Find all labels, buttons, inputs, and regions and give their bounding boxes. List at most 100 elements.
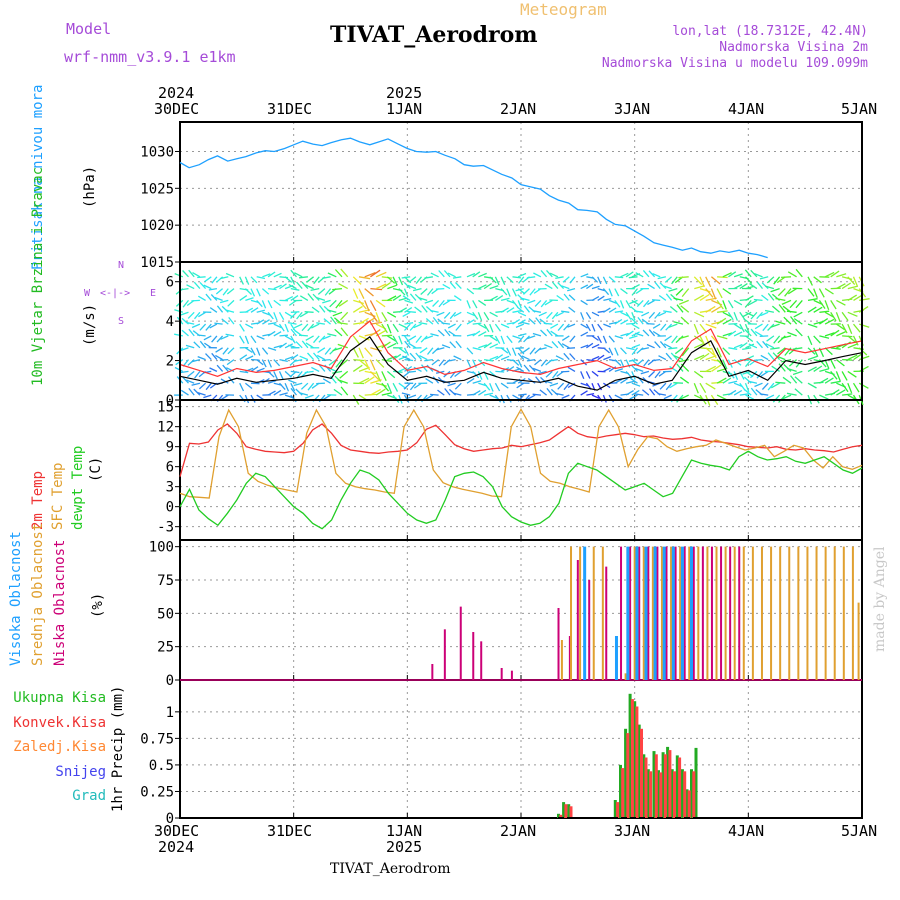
wind-arrow — [819, 377, 829, 384]
wind-arrow — [781, 276, 792, 279]
wind-arrow — [658, 311, 667, 317]
wind-arrow — [311, 323, 320, 329]
wind-arrow — [561, 394, 570, 399]
wind-arrow — [853, 353, 863, 361]
bottom-day-0: 30DEC — [154, 822, 200, 840]
wind-arrow — [174, 272, 184, 278]
wind-arrow — [634, 367, 644, 373]
wind-arrow — [404, 365, 413, 372]
ytick-label: 9 — [166, 440, 174, 456]
wind-arrow — [640, 347, 650, 351]
wind-arrow — [466, 319, 475, 325]
wind-arrow — [403, 288, 409, 297]
wind-arrow — [453, 295, 462, 301]
wind-arrow — [521, 355, 530, 361]
precip-bar — [562, 802, 566, 818]
wind-arrow — [614, 288, 620, 297]
wind-arrow — [478, 323, 487, 329]
wind-arrow — [495, 295, 504, 301]
wind-arrow — [630, 364, 638, 372]
top-year-1: 2025 — [386, 84, 423, 102]
wind-arrow — [563, 352, 570, 361]
wind-arrow — [569, 335, 576, 343]
wind-arrow — [527, 299, 536, 304]
wind-arrow — [358, 347, 364, 359]
wind-arrow — [375, 371, 382, 382]
wind-arrow — [221, 318, 229, 325]
wind-arrow — [580, 371, 585, 380]
wind-arrow — [352, 276, 362, 285]
wind-arrow — [694, 342, 705, 349]
wind-arrow — [813, 335, 821, 344]
wind-arrow — [516, 306, 525, 313]
wind-arrow — [759, 335, 769, 338]
wind-arrow — [819, 368, 830, 373]
wind-arrow — [466, 333, 476, 337]
wind-arrow — [631, 389, 640, 396]
wind-arrow — [449, 281, 457, 290]
wind-arrow — [443, 311, 451, 319]
wind-arrow — [759, 393, 769, 396]
wind-arrow — [631, 299, 640, 306]
wind-arrow — [431, 359, 440, 366]
wind-arrow — [327, 333, 337, 337]
precip-bar — [659, 772, 663, 818]
wind-arrow — [500, 323, 510, 329]
top-day-0: 30DEC — [154, 100, 200, 118]
wind-arrow — [500, 347, 509, 354]
wind-arrow — [518, 276, 525, 284]
wind-arrow — [603, 367, 611, 372]
wind-arrow — [824, 377, 834, 384]
page-title: TIVAT_Aerodrom — [330, 22, 538, 48]
wind-arrow — [239, 295, 248, 301]
wind-arrow — [813, 306, 823, 313]
wind-arrow — [663, 343, 672, 349]
wind-arrow — [669, 382, 678, 389]
wind-arrow — [472, 300, 478, 309]
wind-arrow — [563, 323, 570, 331]
wind-arrow — [534, 347, 542, 354]
wind-arrow — [608, 299, 618, 305]
wind-arrow — [290, 335, 296, 344]
wind-arrow — [819, 335, 830, 339]
wind-arrow — [625, 347, 635, 351]
wind-arrow — [517, 335, 525, 343]
wind-arrow — [220, 335, 229, 340]
wind-arrow — [299, 311, 309, 318]
ytick-label: 12 — [157, 420, 174, 436]
wind-arrow — [179, 370, 189, 374]
wind-arrow — [250, 307, 259, 313]
wind-arrow — [789, 375, 798, 384]
wind-arrow — [625, 330, 634, 337]
ytick-label: -3 — [157, 520, 174, 536]
wind-arrow — [375, 382, 387, 387]
wind-arrow — [404, 323, 411, 331]
top-day-6: 5JAN — [841, 100, 878, 118]
wind-arrow — [619, 359, 625, 368]
wind-arrow — [305, 342, 314, 349]
wind-frame — [179, 261, 863, 401]
wind-arrow — [279, 342, 287, 349]
wind-arrow — [187, 311, 195, 319]
wind-arrow — [711, 364, 722, 372]
wind-arrow — [591, 335, 599, 341]
wind-arrow — [181, 329, 189, 337]
wind-arrow — [304, 311, 314, 313]
wind-arrow — [478, 272, 487, 278]
wind-arrow — [699, 293, 710, 301]
wind-arrow — [438, 270, 445, 278]
wind-arrow — [830, 389, 840, 396]
wind-arrow — [187, 370, 195, 378]
wind-arrow — [733, 312, 739, 321]
wind-arrow — [608, 335, 615, 343]
wind-arrow — [750, 370, 758, 379]
wind-arrow — [404, 322, 414, 325]
wind-arrow — [749, 283, 758, 290]
wind-arrow — [642, 329, 650, 337]
wind-arrow — [392, 382, 399, 392]
wind-arrow — [198, 382, 207, 390]
wind-arrow — [762, 340, 769, 349]
precip-bar — [690, 769, 693, 818]
wind-arrow — [441, 344, 451, 349]
wind-arrow — [841, 323, 848, 334]
